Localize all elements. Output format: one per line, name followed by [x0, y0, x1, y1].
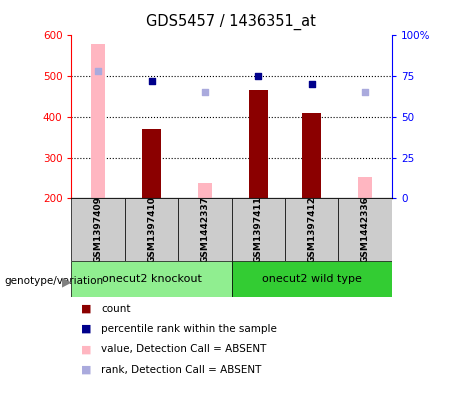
Bar — [302, 113, 321, 198]
Text: rank, Detection Call = ABSENT: rank, Detection Call = ABSENT — [101, 365, 262, 375]
Point — [308, 81, 315, 87]
Bar — [231, 198, 285, 261]
Text: ■: ■ — [81, 365, 91, 375]
Point — [148, 78, 155, 84]
Point — [254, 73, 262, 79]
Text: onecut2 wild type: onecut2 wild type — [262, 274, 362, 284]
Bar — [249, 90, 268, 198]
Text: GSM1397412: GSM1397412 — [307, 196, 316, 263]
Text: onecut2 knockout: onecut2 knockout — [101, 274, 201, 284]
Text: GSM1397409: GSM1397409 — [94, 196, 103, 263]
Point — [201, 89, 209, 95]
Bar — [71, 261, 231, 297]
Bar — [359, 177, 372, 198]
Text: ■: ■ — [81, 303, 91, 314]
Text: ■: ■ — [81, 344, 91, 354]
Bar — [338, 198, 392, 261]
Bar — [178, 198, 231, 261]
Text: GSM1442337: GSM1442337 — [201, 196, 209, 263]
Text: GSM1397411: GSM1397411 — [254, 196, 263, 263]
Text: genotype/variation: genotype/variation — [5, 276, 104, 286]
Text: value, Detection Call = ABSENT: value, Detection Call = ABSENT — [101, 344, 267, 354]
Bar — [285, 198, 338, 261]
Bar — [231, 261, 392, 297]
Bar — [71, 198, 125, 261]
Text: percentile rank within the sample: percentile rank within the sample — [101, 324, 278, 334]
Text: ▶: ▶ — [62, 275, 72, 289]
Bar — [125, 198, 178, 261]
Bar — [198, 184, 212, 198]
Bar — [91, 44, 105, 198]
Text: GSM1442336: GSM1442336 — [361, 196, 370, 263]
Point — [95, 68, 102, 74]
Bar — [142, 129, 161, 198]
Text: ■: ■ — [81, 324, 91, 334]
Text: GDS5457 / 1436351_at: GDS5457 / 1436351_at — [146, 14, 315, 30]
Text: GSM1397410: GSM1397410 — [147, 196, 156, 263]
Text: count: count — [101, 303, 131, 314]
Point — [361, 89, 369, 95]
